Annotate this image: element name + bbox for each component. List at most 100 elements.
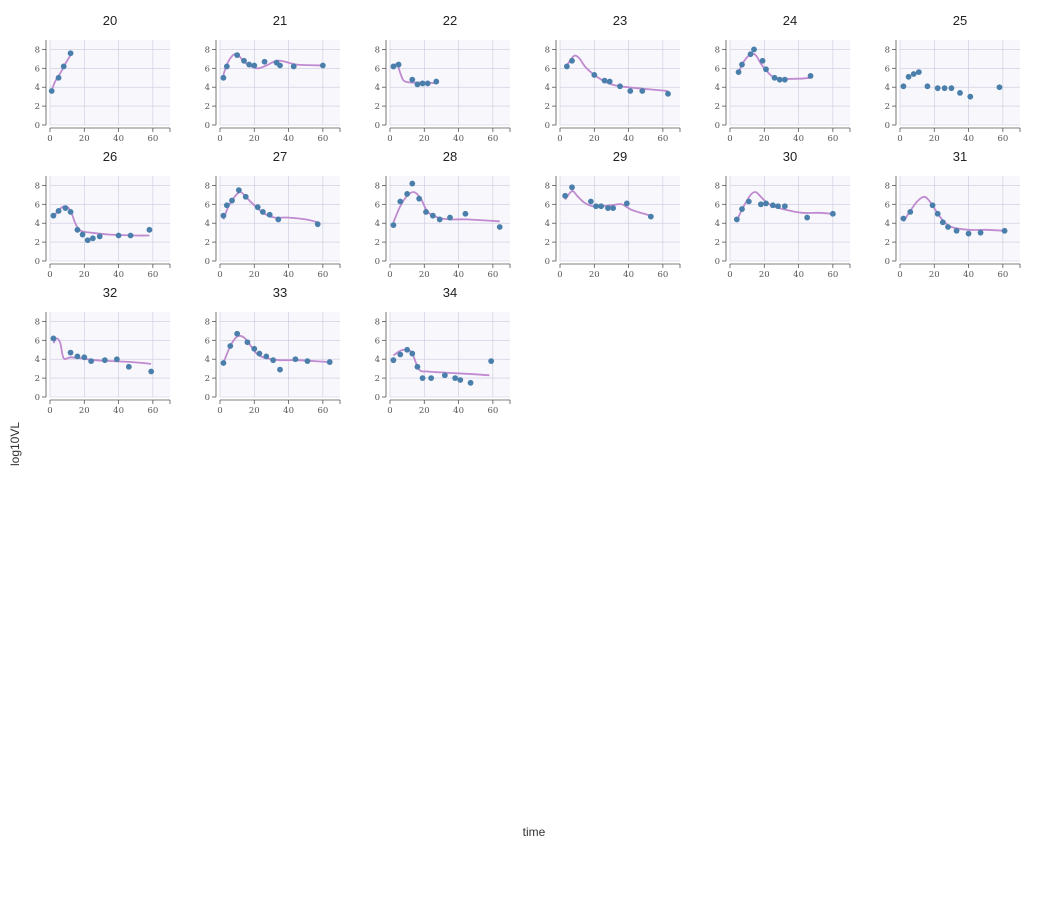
data-point: [241, 57, 247, 64]
data-point: [934, 210, 941, 217]
data-point: [739, 61, 745, 68]
y-tick-label: 0: [35, 121, 40, 131]
data-point: [605, 205, 611, 212]
data-point: [416, 195, 423, 202]
x-tick-label: 40: [793, 270, 804, 280]
data-point: [67, 50, 74, 57]
panel-title: 26: [103, 149, 117, 164]
x-tick-label: 60: [147, 270, 158, 280]
data-point: [601, 77, 608, 84]
y-tick-label: 4: [35, 83, 40, 93]
y-tick-label: 0: [545, 257, 550, 267]
panel: 0 20 40 60 0 2 4 6 8 20: [35, 13, 171, 144]
x-tick-label: 40: [793, 134, 804, 144]
data-point: [562, 192, 569, 199]
data-point: [804, 214, 811, 221]
y-tick-label: 0: [205, 257, 210, 267]
data-point: [924, 83, 931, 90]
x-tick-label: 0: [557, 270, 562, 280]
data-point: [563, 63, 570, 70]
data-point: [229, 197, 235, 204]
data-point: [263, 353, 270, 360]
x-tick-label: 40: [963, 134, 974, 144]
y-tick-label: 8: [715, 45, 720, 55]
panel: 0 20 40 60 0 2 4 6 8 26: [35, 149, 171, 280]
data-point: [747, 51, 754, 58]
y-tick-label: 8: [885, 181, 890, 191]
panel-title: 20: [103, 13, 117, 28]
data-point: [390, 63, 397, 70]
y-tick-label: 2: [35, 102, 40, 112]
data-point: [745, 198, 752, 205]
data-point: [115, 232, 122, 239]
y-tick-label: 8: [205, 45, 210, 55]
x-tick-label: 40: [453, 134, 464, 144]
x-tick-label: 60: [997, 134, 1008, 144]
x-tick-label: 40: [283, 134, 294, 144]
data-point: [965, 230, 972, 237]
x-tick-label: 40: [453, 270, 464, 280]
data-point: [266, 211, 273, 218]
data-point: [48, 88, 55, 94]
y-tick-label: 8: [885, 45, 890, 55]
data-point: [259, 208, 266, 215]
data-point: [251, 62, 258, 69]
y-tick-label: 4: [545, 219, 550, 229]
data-point: [781, 76, 788, 83]
data-point: [939, 219, 946, 226]
data-point: [807, 72, 814, 79]
x-tick-label: 20: [929, 134, 940, 144]
data-point: [67, 208, 74, 215]
panel-title: 28: [443, 149, 457, 164]
fitted-curve: [50, 54, 72, 91]
y-tick-label: 4: [885, 83, 890, 93]
data-point: [610, 205, 617, 212]
y-tick-label: 8: [35, 317, 40, 327]
y-tick-label: 8: [205, 317, 210, 327]
y-tick-label: 2: [715, 102, 720, 112]
y-tick-label: 4: [885, 219, 890, 229]
data-point: [395, 61, 402, 68]
fitted-curve: [392, 348, 490, 377]
data-point: [50, 335, 57, 342]
y-tick-label: 8: [375, 181, 380, 191]
data-point: [256, 350, 263, 357]
panel-title: 21: [273, 13, 287, 28]
x-tick-label: 0: [897, 270, 902, 280]
data-point: [390, 357, 397, 364]
plot-area: [220, 312, 340, 397]
data-point: [829, 210, 836, 217]
y-tick-label: 8: [35, 181, 40, 191]
y-tick-label: 8: [375, 317, 380, 327]
data-point: [488, 358, 495, 365]
data-point: [292, 356, 299, 363]
data-point: [277, 366, 283, 373]
data-point: [569, 57, 575, 64]
plot-area: [730, 176, 850, 261]
y-tick-label: 8: [545, 181, 550, 191]
data-point: [447, 214, 453, 221]
data-point: [915, 69, 922, 76]
data-point: [62, 205, 69, 212]
x-tick-label: 0: [897, 134, 902, 144]
data-point: [251, 345, 258, 352]
data-point: [113, 356, 120, 363]
data-point: [441, 372, 448, 379]
data-point: [948, 85, 955, 92]
x-tick-label: 60: [487, 406, 498, 416]
plot-area: [730, 40, 850, 125]
data-point: [127, 232, 134, 239]
x-tick-label: 40: [283, 270, 294, 280]
panel-title: 22: [443, 13, 457, 28]
data-point: [74, 353, 81, 360]
y-tick-label: 2: [35, 238, 40, 248]
y-tick-label: 4: [205, 83, 210, 93]
y-tick-label: 8: [375, 45, 380, 55]
data-point: [457, 377, 464, 383]
plot-area: [560, 176, 680, 261]
y-tick-label: 8: [715, 181, 720, 191]
x-tick-label: 20: [249, 406, 260, 416]
data-point: [223, 202, 230, 209]
